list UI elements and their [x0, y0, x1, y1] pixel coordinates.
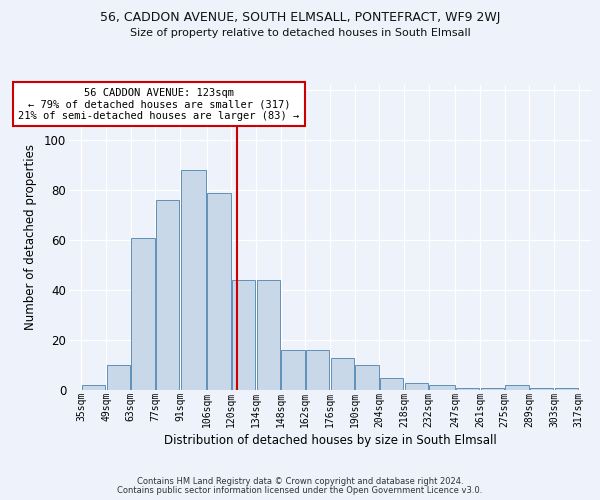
Bar	[331, 358, 354, 390]
Bar	[355, 365, 379, 390]
Bar	[131, 238, 155, 390]
X-axis label: Distribution of detached houses by size in South Elmsall: Distribution of detached houses by size …	[164, 434, 496, 446]
Bar	[82, 385, 106, 390]
Bar	[207, 192, 230, 390]
Text: Contains public sector information licensed under the Open Government Licence v3: Contains public sector information licen…	[118, 486, 482, 495]
Y-axis label: Number of detached properties: Number of detached properties	[24, 144, 37, 330]
Bar	[456, 388, 479, 390]
Bar	[257, 280, 280, 390]
Text: 56, CADDON AVENUE, SOUTH ELMSALL, PONTEFRACT, WF9 2WJ: 56, CADDON AVENUE, SOUTH ELMSALL, PONTEF…	[100, 12, 500, 24]
Text: Contains HM Land Registry data © Crown copyright and database right 2024.: Contains HM Land Registry data © Crown c…	[137, 477, 463, 486]
Bar	[505, 385, 529, 390]
Bar	[281, 350, 305, 390]
Bar	[181, 170, 206, 390]
Bar	[107, 365, 130, 390]
Bar	[430, 385, 455, 390]
Bar	[481, 388, 504, 390]
Bar	[380, 378, 403, 390]
Bar	[530, 388, 553, 390]
Text: Size of property relative to detached houses in South Elmsall: Size of property relative to detached ho…	[130, 28, 470, 38]
Bar	[306, 350, 329, 390]
Text: 56 CADDON AVENUE: 123sqm
← 79% of detached houses are smaller (317)
21% of semi-: 56 CADDON AVENUE: 123sqm ← 79% of detach…	[19, 88, 299, 120]
Bar	[156, 200, 179, 390]
Bar	[405, 382, 428, 390]
Bar	[232, 280, 255, 390]
Bar	[554, 388, 578, 390]
